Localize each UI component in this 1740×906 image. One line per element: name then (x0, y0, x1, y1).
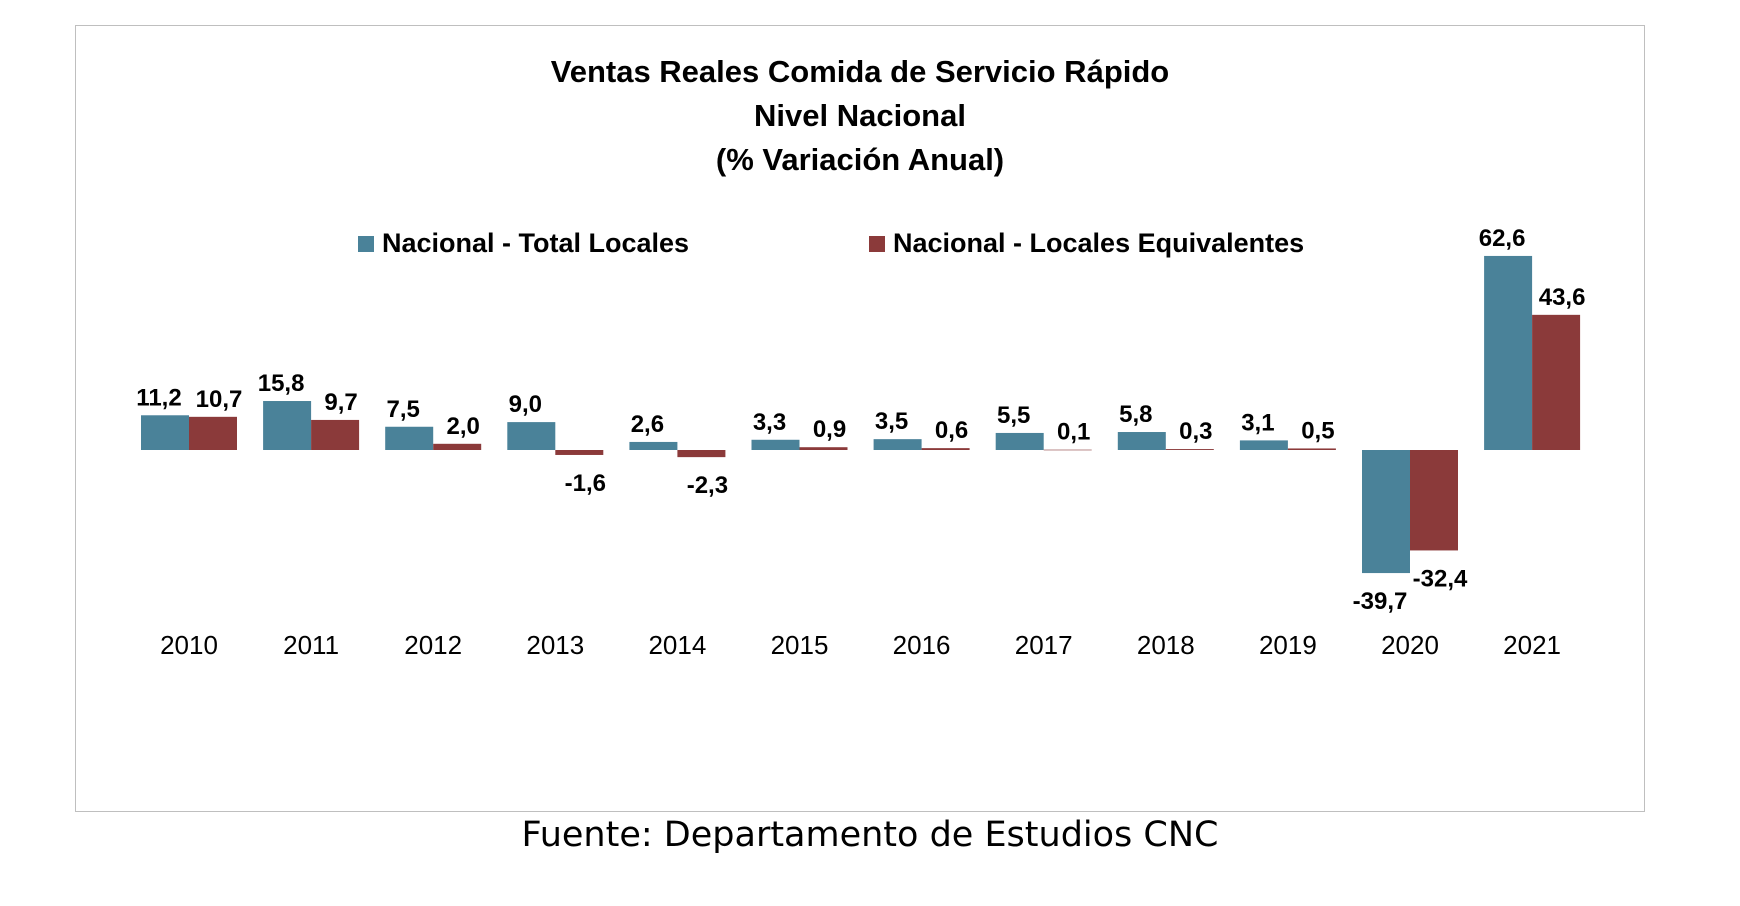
legend-label-total-locales: Nacional - Total Locales (382, 228, 690, 258)
data-label-total-locales-2016: 3,5 (875, 408, 908, 435)
data-label-total-locales-2019: 3,1 (1241, 409, 1274, 436)
data-label-locales-equivalentes-2014: -2,3 (687, 472, 728, 499)
bar-locales-equivalentes-2018 (1165, 449, 1214, 450)
bar-total-locales-2014 (629, 441, 678, 450)
bar-locales-equivalentes-2020 (1410, 450, 1458, 551)
data-label-locales-equivalentes-2012: 2,0 (447, 413, 480, 440)
bar-total-locales-2020 (1362, 450, 1410, 574)
bar-locales-equivalentes-2019 (1287, 448, 1336, 450)
data-label-locales-equivalentes-2020: -32,4 (1413, 565, 1468, 592)
data-label-total-locales-2013: 9,0 (509, 391, 542, 418)
bar-total-locales-2021 (1484, 255, 1533, 450)
bar-locales-equivalentes-2011 (311, 419, 360, 450)
chart-frame: Ventas Reales Comida de Servicio Rápido … (75, 25, 1645, 812)
data-label-total-locales-2017: 5,5 (997, 402, 1030, 429)
bar-locales-equivalentes-2015 (799, 447, 848, 450)
x-tick-label-2014: 2014 (648, 630, 706, 660)
bar-locales-equivalentes-2016 (921, 448, 970, 450)
data-label-total-locales-2020: -39,7 (1353, 588, 1408, 615)
bar-total-locales-2011 (263, 401, 312, 450)
legend-item-locales-equivalentes: Nacional - Locales Equivalentes (869, 228, 1304, 259)
bar-locales-equivalentes-2017 (1043, 449, 1092, 451)
bar-locales-equivalentes-2013 (555, 450, 604, 455)
bar-total-locales-2018 (1117, 432, 1166, 450)
data-label-total-locales-2014: 2,6 (631, 411, 664, 438)
data-label-locales-equivalentes-2021: 43,6 (1539, 284, 1586, 311)
legend-item-total-locales: Nacional - Total Locales (358, 228, 689, 259)
bar-total-locales-2010 (141, 415, 189, 450)
x-tick-label-2020: 2020 (1381, 630, 1439, 660)
data-label-locales-equivalentes-2013: -1,6 (565, 470, 606, 497)
source-note: Fuente: Departamento de Estudios CNC (521, 815, 1219, 855)
bar-total-locales-2012 (385, 426, 434, 450)
chart-legend: Nacional - Total Locales Nacional - Loca… (76, 228, 1644, 298)
bar-total-locales-2013 (507, 422, 556, 450)
bar-locales-equivalentes-2014 (677, 450, 726, 458)
data-label-total-locales-2011: 15,8 (258, 370, 305, 397)
bar-locales-equivalentes-2012 (433, 443, 482, 450)
bar-total-locales-2015 (751, 439, 800, 450)
x-tick-label-2013: 2013 (526, 630, 584, 660)
chart-title-line-2: Nivel Nacional (754, 98, 966, 133)
data-label-locales-equivalentes-2015: 0,9 (813, 416, 846, 443)
x-tick-label-2016: 2016 (893, 630, 951, 660)
data-label-locales-equivalentes-2011: 9,7 (324, 389, 357, 416)
data-label-locales-equivalentes-2018: 0,3 (1179, 418, 1212, 445)
bar-chart-plot: 11,2 10,7 2010 15,8 9,7 2011 7,5 2,0 2012 9,0 -1,6… (136, 225, 1586, 660)
x-tick-label-2011: 2011 (283, 630, 339, 660)
chart-title-line-1: Ventas Reales Comida de Servicio Rápido (550, 54, 1170, 89)
data-label-total-locales-2012: 7,5 (387, 396, 420, 423)
x-tick-label-2017: 2017 (1015, 630, 1073, 660)
data-label-locales-equivalentes-2016: 0,6 (935, 417, 968, 444)
legend-swatch-total-locales (358, 235, 374, 252)
x-tick-label-2010: 2010 (160, 630, 218, 660)
x-tick-label-2018: 2018 (1137, 630, 1195, 660)
data-label-total-locales-2010: 11,2 (136, 384, 181, 411)
bar-total-locales-2019 (1239, 440, 1288, 450)
bar-total-locales-2016 (873, 439, 922, 450)
data-label-total-locales-2018: 5,8 (1119, 401, 1152, 428)
x-tick-label-2012: 2012 (404, 630, 462, 660)
legend-swatch-locales-equivalentes (869, 235, 885, 252)
bar-locales-equivalentes-2021 (1532, 314, 1581, 450)
legend-label-locales-equivalentes: Nacional - Locales Equivalentes (893, 228, 1305, 258)
x-tick-label-2019: 2019 (1259, 630, 1317, 660)
bar-locales-equivalentes-2010 (189, 416, 237, 450)
bar-total-locales-2017 (995, 432, 1044, 450)
data-label-locales-equivalentes-2019: 0,5 (1301, 417, 1334, 444)
x-tick-label-2021: 2021 (1503, 630, 1561, 660)
data-label-locales-equivalentes-2017: 0,1 (1057, 419, 1090, 446)
data-label-locales-equivalentes-2010: 10,7 (196, 386, 243, 413)
chart-title-line-3: (% Variación Anual) (715, 142, 1005, 177)
data-label-total-locales-2015: 3,3 (753, 409, 786, 436)
x-tick-label-2015: 2015 (771, 630, 829, 660)
data-label-total-locales-2021: 62,6 (1479, 225, 1526, 252)
